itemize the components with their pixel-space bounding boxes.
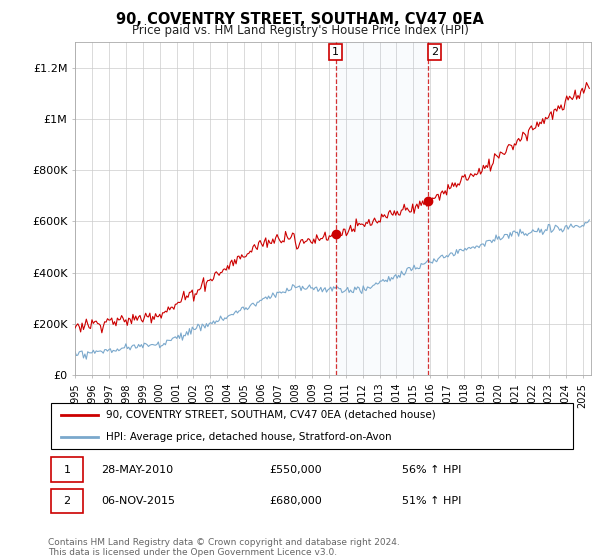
Text: 2: 2 [431,47,438,57]
Text: 28-MAY-2010: 28-MAY-2010 [101,465,173,475]
Text: 06-NOV-2015: 06-NOV-2015 [101,496,175,506]
Text: 2: 2 [64,496,71,506]
FancyBboxPatch shape [50,489,83,514]
Text: Price paid vs. HM Land Registry's House Price Index (HPI): Price paid vs. HM Land Registry's House … [131,24,469,36]
Text: 56% ↑ HPI: 56% ↑ HPI [402,465,461,475]
Text: 51% ↑ HPI: 51% ↑ HPI [402,496,461,506]
Text: 1: 1 [332,47,339,57]
FancyBboxPatch shape [50,458,83,482]
Text: £550,000: £550,000 [270,465,322,475]
Text: 90, COVENTRY STREET, SOUTHAM, CV47 0EA: 90, COVENTRY STREET, SOUTHAM, CV47 0EA [116,12,484,27]
Text: Contains HM Land Registry data © Crown copyright and database right 2024.
This d: Contains HM Land Registry data © Crown c… [48,538,400,557]
Text: 90, COVENTRY STREET, SOUTHAM, CV47 0EA (detached house): 90, COVENTRY STREET, SOUTHAM, CV47 0EA (… [106,410,436,420]
Text: 1: 1 [64,465,71,475]
FancyBboxPatch shape [50,403,574,449]
Bar [335,42,428,375]
Text: £680,000: £680,000 [270,496,323,506]
Text: HPI: Average price, detached house, Stratford-on-Avon: HPI: Average price, detached house, Stra… [106,432,392,442]
